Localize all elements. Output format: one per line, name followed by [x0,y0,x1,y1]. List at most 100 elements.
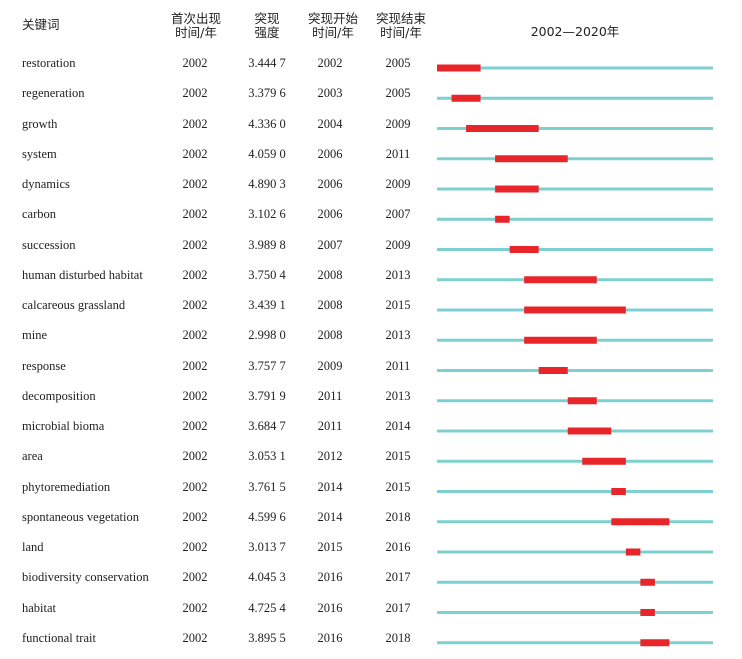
burst-bar [640,639,670,647]
burst-end-cell: 2017 [385,570,411,585]
strength-cell: 3.757 7 [248,358,286,373]
burst-begin-cell: 2007 [317,237,343,252]
timeline-baseline [437,187,713,191]
burst-bar [495,215,510,223]
first-year-cell: 2002 [182,630,208,645]
first-year-cell: 2002 [182,86,208,101]
keyword-cell: regeneration [22,86,85,101]
burst-end-cell: 2015 [385,298,411,312]
keyword-cell: phytoremediation [22,479,111,494]
header-timeline-range: 2002—2020年 [530,24,620,39]
header-keyword: 关键词 [22,17,60,32]
burst-end-cell: 2018 [385,630,411,645]
burst-end-cell: 2013 [385,388,411,403]
first-year-cell: 2002 [182,570,208,585]
burst-bar [495,155,568,163]
header-first-year: 首次出现 时间/年 [170,11,221,40]
burst-bar [524,336,597,344]
strength-cell: 3.379 6 [248,86,286,101]
burst-begin-cell: 2008 [317,298,343,312]
first-year-cell: 2002 [182,600,208,615]
burst-end-cell: 2013 [385,328,411,343]
table-row: system 2002 4.059 0 2006 2011 [0,145,742,175]
keyword-cell: area [22,449,43,464]
strength-cell: 4.890 3 [248,177,286,191]
burst-begin-cell: 2006 [317,207,343,222]
strength-cell: 3.989 8 [248,237,286,252]
burst-begin-cell: 2016 [317,570,343,585]
timeline-baseline [437,369,713,372]
first-year-cell: 2002 [182,388,208,403]
burst-end-cell: 2015 [385,449,411,464]
burst-begin-cell: 2016 [317,630,343,645]
burst-bar [524,306,626,314]
table-row: response 2002 3.757 7 2009 2011 [0,357,742,387]
burst-begin-cell: 2006 [317,177,343,191]
header-strength: 突现 强度 [254,11,280,40]
burst-end-cell: 2018 [385,509,411,524]
timeline-baseline [437,459,713,463]
strength-cell: 3.013 7 [248,540,286,554]
burst-begin-cell: 2008 [317,328,343,343]
timeline-baseline [437,641,713,645]
burst-end-cell: 2015 [385,479,411,494]
table-row: land 2002 3.013 7 2015 2016 [0,538,742,568]
timeline-baseline [437,580,713,584]
burst-begin-cell: 2008 [317,267,343,282]
strength-cell: 4.059 0 [248,146,286,161]
keyword-cell: system [22,146,57,161]
strength-cell: 3.895 5 [248,630,286,645]
table-row: habitat 2002 4.725 4 2016 2017 [0,599,742,629]
timeline-baseline [437,490,713,493]
keyword-cell: mine [22,328,47,343]
burst-begin-cell: 2011 [317,419,343,433]
keyword-cell: biodiversity conservation [22,570,149,585]
burst-bar [611,488,626,495]
first-year-cell: 2002 [182,146,208,161]
table-row: human disturbed habitat 2002 3.750 4 2008 20… [0,266,742,296]
burst-begin-cell: 2006 [317,146,343,161]
table-row: dynamics 2002 4.890 3 2006 2009 [0,175,742,205]
strength-cell: 2.998 0 [248,328,286,343]
keyword-cell: functional trait [22,630,96,645]
timeline-baseline [437,217,713,221]
table-row: decomposition 2002 3.791 9 2011 2013 [0,387,742,417]
keyword-cell: succession [22,237,76,252]
first-year-cell: 2002 [182,328,208,343]
burst-end-cell: 2011 [385,146,411,161]
table-row: area 2002 3.053 1 2012 2015 [0,447,742,477]
table-row: calcareous grassland 2002 3.439 1 2008 2015 [0,296,742,326]
strength-cell: 3.439 1 [248,298,286,312]
strength-cell: 3.684 7 [248,419,286,433]
burst-bar [611,518,670,526]
burst-begin-cell: 2014 [317,479,343,494]
keyword-cell: land [22,540,44,554]
burst-end-cell: 2005 [385,56,411,70]
keyword-cell: restoration [22,56,76,70]
table-row: mine 2002 2.998 0 2008 2013 [0,326,742,356]
burst-begin-cell: 2003 [317,86,343,101]
table-row: microbial bioma 2002 3.684 7 2011 2014 [0,417,742,447]
keyword-cell: dynamics [22,177,70,191]
first-year-cell: 2002 [182,237,208,252]
strength-cell: 4.336 0 [248,116,286,131]
table-row: functional trait 2002 3.895 5 2016 2018 [0,629,742,659]
timeline-baseline [437,550,713,554]
strength-cell: 4.045 3 [248,570,286,585]
table-row: carbon 2002 3.102 6 2006 2007 [0,205,742,235]
keyword-cell: response [22,358,66,373]
first-year-cell: 2002 [182,540,208,554]
burst-end-cell: 2017 [385,600,411,615]
burst-bar [437,64,481,72]
burst-end-cell: 2009 [385,116,411,131]
first-year-cell: 2002 [182,358,208,373]
first-year-cell: 2002 [182,177,208,191]
burst-bar [640,609,655,616]
burst-begin-cell: 2011 [317,388,343,403]
burst-bar [567,397,597,405]
table-row: phytoremediation 2002 3.761 5 2014 2015 [0,478,742,508]
keyword-cell: decomposition [22,388,96,403]
table-row: succession 2002 3.989 8 2007 2009 [0,236,742,266]
burst-bar [451,94,481,102]
